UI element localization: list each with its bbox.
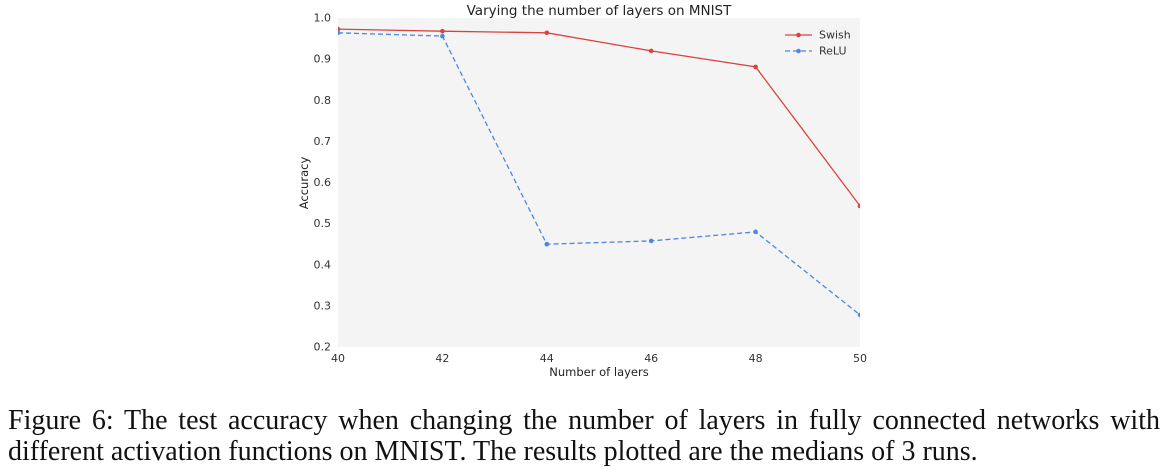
y-tick-label: 0.7	[314, 135, 332, 148]
relu-series	[338, 30, 860, 318]
swish-line	[338, 28, 860, 207]
relu-point	[440, 33, 445, 39]
swish-point	[648, 48, 654, 54]
figure-caption-text: The test accuracy when changing the numb…	[8, 405, 1160, 467]
legend-label: ReLU	[819, 45, 847, 58]
layers-accuracy-line-chart: 0.2 0.3 0.4 0.5 0.6 0.7 0.8 0.9 1.0 40 42 44 46 48 50…	[297, 3, 867, 379]
y-tick-label: 0.2	[314, 341, 332, 354]
swish-point	[544, 30, 550, 36]
x-tick-label: 40	[331, 352, 345, 365]
y-tick-label: 0.6	[314, 176, 332, 189]
relu-point	[857, 312, 860, 318]
legend-swatch-point	[796, 48, 801, 54]
x-axis-label: Number of layers	[549, 365, 648, 379]
y-tick-label: 0.5	[314, 217, 332, 230]
relu-point	[338, 30, 341, 36]
y-axis-label: Accuracy	[297, 157, 311, 210]
x-axis-tick-labels: 40 42 44 46 48 50	[331, 352, 867, 365]
legend-item-relu: ReLU	[785, 45, 847, 58]
y-tick-label: 0.8	[314, 94, 332, 107]
relu-point	[753, 229, 758, 235]
swish-point	[857, 203, 860, 209]
x-tick-label: 46	[644, 352, 658, 365]
legend-swatch-point	[796, 32, 801, 38]
legend-item-swish: Swish	[785, 29, 851, 42]
relu-point	[648, 238, 654, 244]
y-axis-tick-labels: 0.2 0.3 0.4 0.5 0.6 0.7 0.8 0.9 1.0	[314, 12, 332, 354]
legend: Swish ReLU	[785, 29, 851, 58]
legend-label: Swish	[819, 29, 851, 42]
chart-title: Varying the number of layers on MNIST	[467, 3, 732, 19]
swish-point	[338, 26, 341, 32]
y-tick-label: 0.4	[314, 258, 332, 271]
figure-label: Figure 6:	[8, 405, 114, 436]
plot-area	[338, 18, 860, 347]
y-tick-label: 0.9	[314, 53, 332, 66]
y-tick-label: 0.3	[314, 299, 332, 312]
figure-caption: Figure 6: The test accuracy when changin…	[8, 405, 1160, 467]
relu-point	[544, 241, 550, 247]
x-tick-label: 48	[749, 352, 763, 365]
swish-point	[440, 28, 445, 34]
y-tick-label: 1.0	[314, 12, 332, 25]
series-layer	[338, 26, 860, 318]
x-tick-label: 50	[853, 352, 867, 365]
swish-point	[753, 64, 758, 70]
x-tick-label: 42	[435, 352, 449, 365]
swish-series	[338, 26, 860, 209]
x-tick-label: 44	[540, 352, 554, 365]
relu-line	[338, 32, 860, 316]
